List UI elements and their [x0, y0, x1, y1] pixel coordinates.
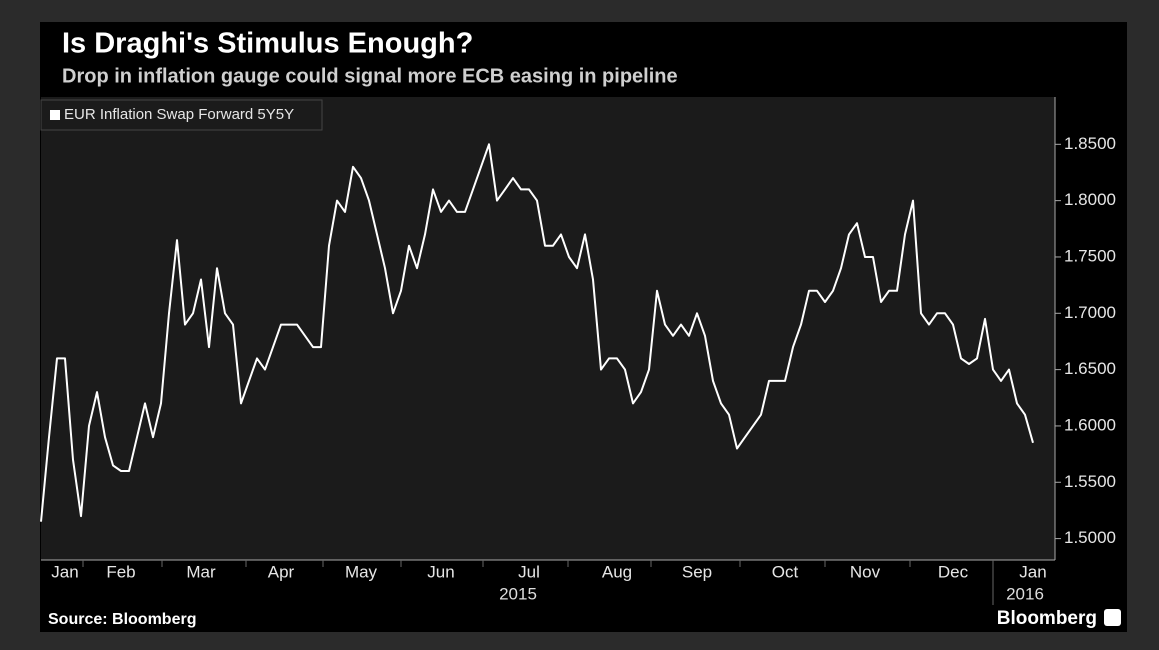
y-tick-label: 1.8500 — [1064, 134, 1116, 153]
legend-label: EUR Inflation Swap Forward 5Y5Y — [64, 106, 294, 123]
legend-box — [40, 99, 323, 131]
legend-swatch — [50, 110, 60, 120]
y-tick-label: 1.5000 — [1064, 528, 1116, 547]
brand-icon — [1104, 609, 1121, 626]
y-tick-label: 1.6500 — [1064, 359, 1116, 378]
chart-subtitle: Drop in inflation gauge could signal mor… — [62, 65, 678, 87]
x-tick-label: Jul — [518, 562, 540, 581]
y-tick-label: 1.7000 — [1064, 303, 1116, 322]
chart-title: Is Draghi's Stimulus Enough? — [62, 28, 473, 60]
x-tick-label: Nov — [850, 562, 881, 581]
x-tick-label: Feb — [106, 562, 135, 581]
x-tick-label: Jan — [1019, 562, 1046, 581]
year-label: 2015 — [499, 584, 537, 603]
x-tick-label: Apr — [268, 562, 295, 581]
y-tick-label: 1.7500 — [1064, 246, 1116, 265]
y-tick-label: 1.8000 — [1064, 190, 1116, 209]
x-tick-label: Oct — [772, 562, 799, 581]
month-separators — [82, 560, 994, 605]
line-series — [40, 143, 1034, 522]
source: Source: Bloomberg — [48, 611, 196, 628]
x-tick-label: Aug — [602, 562, 632, 581]
x-tick-label: Jan — [51, 562, 78, 581]
plot-area — [41, 97, 1055, 560]
x-tick-label: May — [345, 562, 378, 581]
x-tick-label: Sep — [682, 562, 712, 581]
x-tick-label: Jun — [427, 562, 454, 581]
x-tick-label: Dec — [938, 562, 969, 581]
x-tick-label: Mar — [186, 562, 216, 581]
y-tick-label: 1.6000 — [1064, 415, 1116, 434]
year-label: 2016 — [1006, 584, 1044, 603]
brand: Bloomberg — [997, 608, 1097, 629]
y-tick-label: 1.5500 — [1064, 472, 1116, 491]
